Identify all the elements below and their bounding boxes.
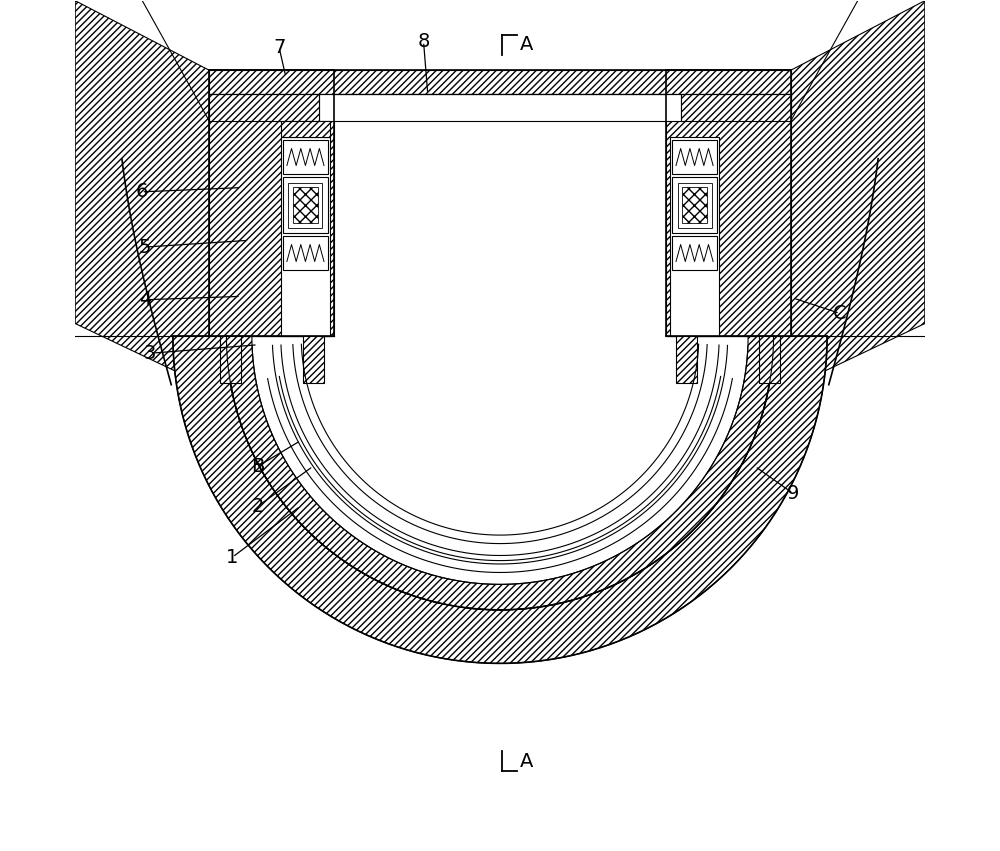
Text: A: A	[520, 751, 533, 771]
Bar	[288, 182, 322, 227]
Polygon shape	[75, 1, 209, 387]
Text: C: C	[833, 304, 847, 323]
Bar	[283, 177, 328, 232]
Polygon shape	[681, 94, 791, 122]
Polygon shape	[209, 94, 334, 336]
Text: 2: 2	[252, 497, 264, 516]
Polygon shape	[682, 186, 707, 223]
Text: 6: 6	[135, 182, 148, 202]
Text: B: B	[251, 457, 265, 476]
Polygon shape	[209, 71, 791, 94]
Polygon shape	[226, 336, 774, 610]
Polygon shape	[173, 336, 827, 664]
Bar	[319, 94, 681, 122]
Text: A: A	[520, 36, 533, 54]
Text: 5: 5	[139, 237, 151, 257]
Bar	[672, 236, 717, 270]
Bar	[682, 186, 707, 223]
Bar	[293, 186, 318, 223]
Bar	[303, 336, 324, 383]
Polygon shape	[791, 1, 925, 387]
Text: 7: 7	[273, 38, 285, 57]
Bar	[220, 336, 241, 383]
Bar	[281, 137, 330, 336]
Bar	[676, 336, 697, 383]
Polygon shape	[209, 94, 319, 122]
Text: 4: 4	[139, 290, 151, 309]
Bar	[283, 140, 328, 174]
Polygon shape	[666, 94, 791, 336]
Text: 8: 8	[417, 32, 430, 51]
Text: 1: 1	[226, 548, 239, 567]
Text: 3: 3	[144, 344, 156, 363]
Polygon shape	[281, 122, 330, 137]
Bar	[672, 140, 717, 174]
Bar	[672, 177, 717, 232]
Text: 9: 9	[787, 484, 799, 503]
Bar	[678, 182, 712, 227]
Polygon shape	[293, 186, 318, 223]
Bar	[670, 137, 719, 336]
Bar	[283, 236, 328, 270]
Bar	[759, 336, 780, 383]
